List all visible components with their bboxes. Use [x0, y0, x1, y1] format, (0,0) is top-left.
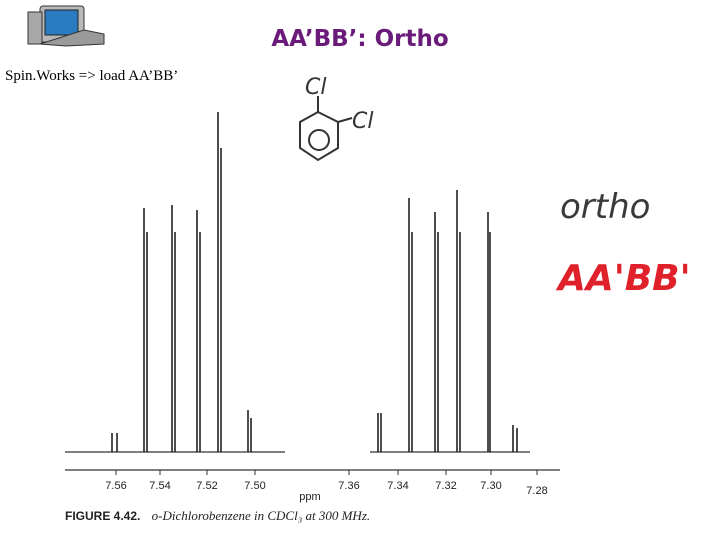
subtitle: Spin.Works => load AA’BB’ [5, 68, 178, 84]
substituent-label: Cl [352, 109, 373, 134]
figure-caption: FIGURE 4.42. o-Dichlorobenzene in CDCl₃ … [65, 508, 370, 523]
axis-label: 7.56 [105, 480, 126, 492]
axis-label: 7.52 [196, 480, 217, 492]
computer-icon [27, 5, 105, 47]
axis-label: 7.30 [480, 480, 501, 492]
slide-title: AA’BB’: Ortho [271, 26, 448, 52]
spin-system-label: AA'BB' [555, 258, 691, 299]
caption-label: FIGURE 4.42. [65, 509, 140, 523]
axis-ticks: 7.56 7.54 7.52 7.50 7.36 7.34 7.32 7.30 7.28 [105, 470, 548, 497]
caption-text: o-Dichlorobenzene in CDCl₃ at 300 MHz. [152, 508, 371, 523]
axis-label: 7.32 [435, 480, 456, 492]
substituent-label: Cl [305, 75, 326, 100]
axis-label: 7.50 [244, 480, 265, 492]
benzene-sketch [299, 96, 353, 162]
axis-label: 7.36 [338, 480, 359, 492]
axis-label: 7.34 [387, 480, 408, 492]
axis-label: 7.28 [526, 485, 547, 497]
axis-unit: ppm [299, 491, 320, 503]
axis-label: 7.54 [149, 480, 170, 492]
spectrum [65, 112, 560, 471]
pattern-label: ortho [560, 187, 650, 227]
